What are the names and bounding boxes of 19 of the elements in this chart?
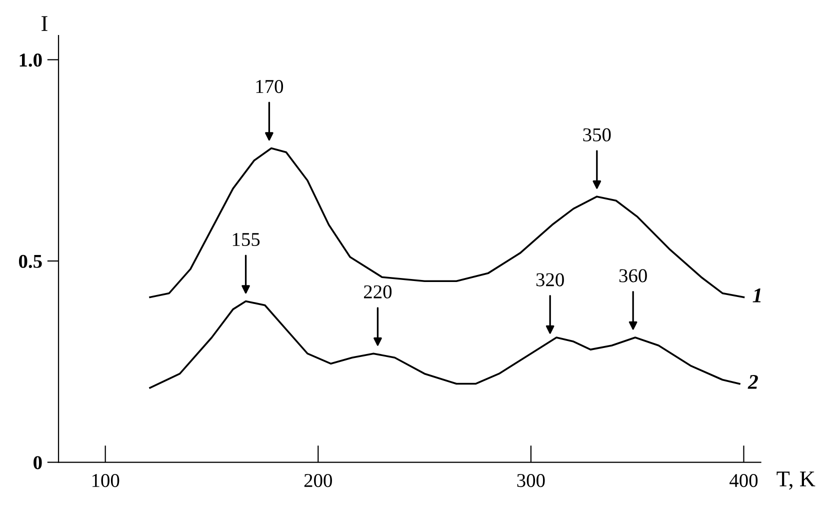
x-tick-label: 100 [92,474,120,488]
x-tick-label: 400 [730,474,758,488]
y-axis-title: I [42,16,48,31]
annotation: 220 [364,285,392,298]
annotation: 360 [619,269,647,282]
x-axis-title: T, K [776,472,816,490]
annotation: 155 [232,233,260,246]
annotation: 350 [583,128,611,142]
y-tick-label: 0 [34,456,42,470]
line-series [149,300,740,389]
y-tick-label: 0.5 [18,254,42,268]
annotation: 170 [256,80,284,94]
x-tick-label: 200 [304,474,332,488]
series-label: 2 [748,374,758,389]
y-tick-label: 1.0 [20,54,42,67]
annotation: 320 [536,273,564,286]
series-label: 1 [752,288,761,302]
x-tick-label: 300 [517,474,545,488]
line-series [149,147,745,298]
